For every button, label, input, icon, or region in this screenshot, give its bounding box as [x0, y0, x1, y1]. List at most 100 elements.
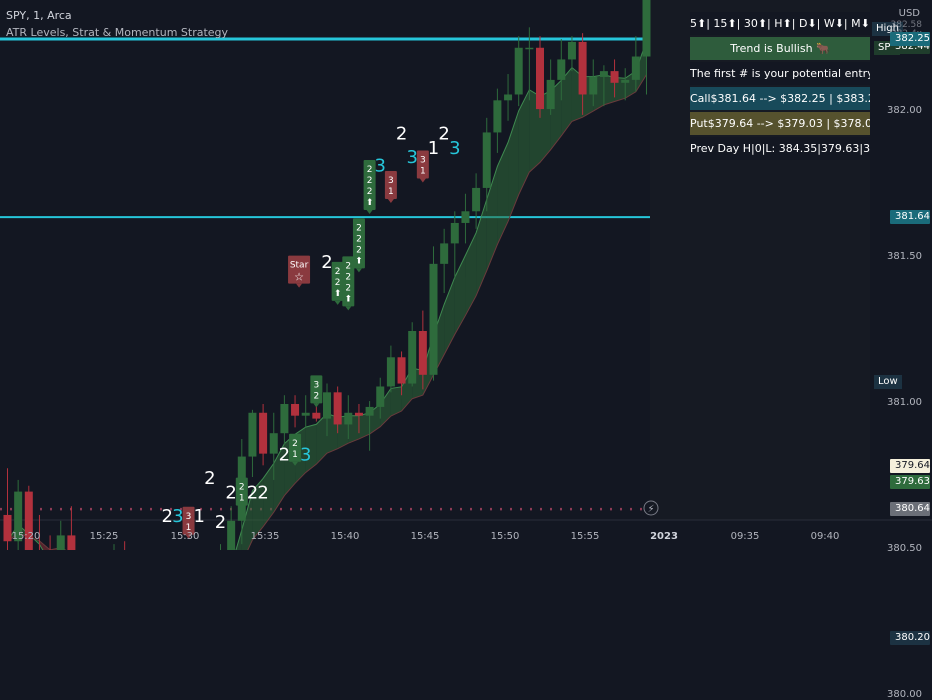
- x-tick-label: 15:45: [410, 531, 440, 542]
- star-box-pointer: [296, 283, 303, 288]
- strat-number: 1: [193, 506, 204, 527]
- candle-up: [344, 412, 353, 425]
- strat-box: [342, 256, 355, 307]
- strat-box-text: 2: [356, 234, 362, 244]
- strat-number: 2: [279, 445, 290, 466]
- strat-number: 3: [172, 506, 183, 527]
- info-table-row: Trend is Bullish 🐂: [690, 37, 870, 60]
- strat-box-text: 2: [239, 483, 245, 493]
- candle-down: [418, 331, 427, 375]
- candle-down: [536, 47, 544, 110]
- strat-box-text: 2: [367, 176, 373, 186]
- strat-number: 3: [375, 156, 386, 177]
- strat-box-pointer: [238, 505, 245, 510]
- candle-up: [429, 263, 438, 375]
- x-tick-label: 15:55: [570, 531, 600, 542]
- strat-box-text: 3: [186, 512, 192, 522]
- strat-box-text: 3: [388, 176, 394, 186]
- ma-band-segment: [273, 443, 285, 513]
- indicator-title[interactable]: ATR Levels, Strat & Momentum Strategy: [6, 26, 229, 39]
- strat-number: 2: [247, 483, 258, 504]
- strat-box: [182, 506, 195, 535]
- price-tag-partial: 382.58: [890, 20, 923, 30]
- strat-box: [416, 150, 429, 179]
- candle-up: [408, 331, 417, 384]
- info-table-row: Call$381.64 --> $382.25 | $383.25 | $384…: [690, 87, 870, 110]
- strat-box-pointer: [334, 300, 341, 305]
- info-table-row: Prev Day H|0|L: 384.35|379.63|379.08| AT…: [690, 137, 870, 160]
- candle-up: [450, 222, 459, 244]
- candle-up: [589, 76, 598, 95]
- ma-band-segment: [316, 413, 327, 465]
- low-tag: Low: [874, 375, 902, 389]
- strat-box: [363, 160, 376, 210]
- candle-up: [440, 243, 449, 264]
- strat-number: 3: [406, 147, 417, 168]
- strat-box: [310, 375, 323, 404]
- strat-box-text: 3: [420, 156, 426, 166]
- x-tick-label: 15:40: [330, 531, 360, 542]
- strat-box: [331, 261, 344, 301]
- ma-band-segment: [444, 277, 455, 355]
- strat-number: 2: [321, 252, 332, 273]
- strat-box-text: 2: [345, 261, 351, 271]
- price-chart[interactable]: 22212222212221332233112222122221332222⬆2…: [0, 0, 932, 550]
- x-tick-label: 15:30: [170, 531, 200, 542]
- x-tick-label: 15:50: [490, 531, 520, 542]
- candle-up: [227, 520, 236, 550]
- candle-up: [248, 412, 257, 457]
- strat-box-pointer: [345, 306, 352, 311]
- y-tick-label: 382.00: [887, 105, 922, 116]
- strat-box-text: 2: [356, 245, 362, 255]
- strat-box-text: 2: [345, 283, 351, 293]
- price-tag: 380.64: [890, 502, 930, 517]
- candle-down: [312, 412, 321, 419]
- x-tick-label: 15:35: [250, 531, 280, 542]
- candle-down: [24, 491, 33, 550]
- strat-box-pointer: [387, 199, 394, 203]
- candle-up: [525, 47, 534, 50]
- y-tick-label: 381.00: [887, 397, 922, 408]
- strat-box-text: 2: [367, 187, 373, 197]
- candle-down: [354, 412, 363, 416]
- candle-up: [514, 47, 523, 95]
- strat-number: 2: [438, 123, 449, 144]
- strat-number: 2: [396, 123, 407, 144]
- info-table: 5⬆| 15⬆| 30⬆| H⬆| D⬇| W⬇| M⬇| Y⬇|Trend i…: [690, 12, 870, 162]
- strat-box-text: 3: [313, 380, 319, 390]
- price-tag: 381.64: [890, 210, 930, 225]
- candle-down: [3, 514, 12, 542]
- ma-band-segment: [358, 412, 370, 439]
- lightning-icon-glyph: ⚡: [647, 504, 654, 515]
- strat-box-text: 2: [292, 439, 298, 449]
- chart-stage[interactable]: 22212222212221332233112222122221332222⬆2…: [0, 0, 932, 550]
- strat-box-text: 1: [186, 523, 192, 533]
- candle-up: [504, 94, 513, 101]
- ma-band-segment: [465, 232, 477, 316]
- strat-box-text: 2: [313, 391, 319, 401]
- x-tick-label: 09:35: [730, 531, 760, 542]
- x-tick-label: 2023: [650, 531, 678, 542]
- strat-box-text: 1: [388, 187, 394, 197]
- candle-up: [323, 392, 331, 419]
- strat-number: 2: [204, 468, 215, 489]
- candle-down: [333, 392, 342, 425]
- candle-up: [365, 406, 374, 416]
- lightning-icon: [643, 500, 659, 516]
- strat-box-text: ⬆: [355, 256, 363, 266]
- candle-down: [67, 535, 76, 550]
- candle-up: [482, 132, 491, 188]
- candle-down: [259, 412, 268, 454]
- strat-number: 3: [449, 138, 460, 159]
- ma-slow-line: [7, 74, 647, 550]
- candle-up: [472, 187, 481, 212]
- star-icon: ☆: [294, 271, 304, 284]
- strat-box-text: 2: [356, 223, 362, 233]
- candle-up: [376, 386, 385, 407]
- ma-band-segment: [529, 89, 540, 173]
- info-table-row: Put$379.64 --> $379.03 | $378.03 | $376.…: [690, 112, 870, 135]
- symbol-title[interactable]: SPY, 1, Arca: [6, 9, 72, 22]
- candle-up: [567, 41, 576, 60]
- star-box: [288, 255, 311, 284]
- candle-up: [631, 56, 640, 80]
